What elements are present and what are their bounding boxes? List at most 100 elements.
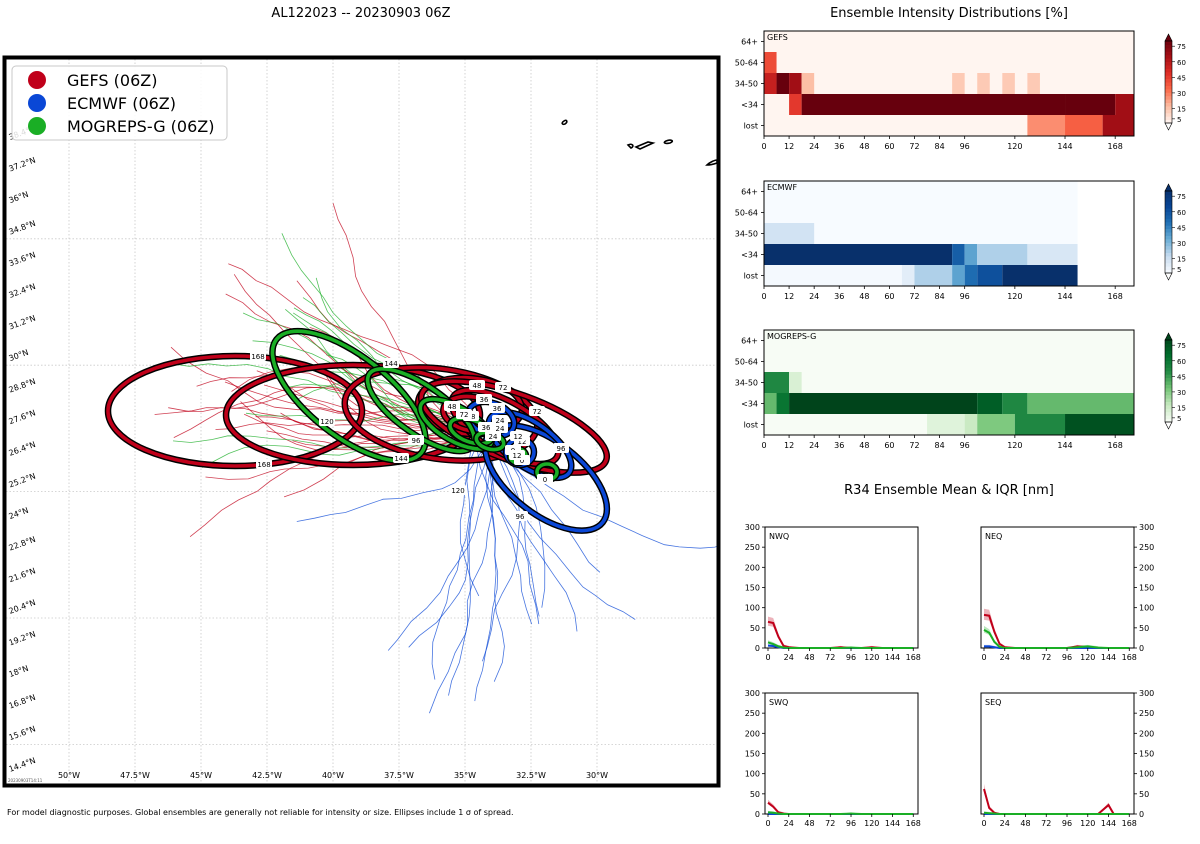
r34-ytick-label: 200: [1139, 563, 1154, 572]
ensemble-track: [429, 423, 481, 714]
r34-ytick-label: 200: [745, 563, 760, 572]
lon-tick-label: 32.5°W: [516, 771, 546, 780]
colorbar-tick-label: 60: [1177, 59, 1186, 67]
island-outline: [561, 119, 568, 126]
r34-xtick-label: 120: [1080, 819, 1095, 828]
r34-panel-swq: SWQ 0 50 100 150 200 250 300 0 24 48 72 96 120 144 168: [745, 689, 921, 828]
colorbar-segment: [1165, 218, 1172, 223]
heatmap-xtick-label: 84: [934, 292, 944, 301]
colorbar-segment: [1165, 262, 1172, 267]
ellipse-label-bg: [529, 406, 545, 416]
heatmap-xtick-label: 120: [1007, 441, 1022, 450]
colorbar-segment: [1165, 82, 1172, 86]
longitude-labels: 50°W 47.5°W 45°W 42.5°W 40°W 37.5°W 35°W 32.5°W…: [58, 771, 608, 780]
ellipse-label: 0: [543, 476, 547, 484]
r34-xtick-label: 168: [906, 653, 921, 662]
lon-tick-label: 35°W: [454, 771, 476, 780]
heatmap-cell: [1115, 94, 1134, 115]
colorbar-segment: [1165, 391, 1172, 396]
colorbar-extend-bottom: [1164, 421, 1173, 430]
r34-panel-label: SWQ: [769, 698, 788, 707]
lat-tick-label: 16.8°N: [8, 693, 37, 711]
r34-xtick-label: 96: [1062, 653, 1072, 662]
lat-tick-label: 30°N: [8, 348, 30, 363]
colorbar-tick-label: 60: [1177, 358, 1186, 366]
colorbar-segment: [1165, 204, 1172, 209]
ellipse-label-bg: [319, 416, 335, 426]
heatmap-cell: [952, 265, 965, 286]
r34-ytick-label: 200: [1139, 729, 1154, 738]
heatmap-cell: [789, 393, 978, 414]
heatmap-xtick-label: 60: [884, 441, 894, 450]
colorbar-segment: [1165, 51, 1172, 56]
r34-xtick-label: 144: [1101, 653, 1116, 662]
timestamp-stamp: 20230903T14:11: [8, 778, 43, 783]
r34-xtick-label: 24: [1000, 653, 1010, 662]
colorbar-frame: [1164, 40, 1173, 124]
heatmap-ytick-label: <34: [741, 101, 758, 110]
colorbar-extend-top: [1164, 33, 1173, 42]
heatmap-xtick-label: 36: [834, 142, 844, 151]
r34-ytick-label: 100: [745, 604, 760, 613]
r34-xtick-label: 168: [1122, 819, 1137, 828]
colorbar-segment: [1165, 194, 1172, 199]
heatmap-ytick-label: <34: [741, 400, 758, 409]
heatmap-xtick-label: 72: [909, 292, 919, 301]
heatmap-xtick-label: 24: [809, 441, 819, 450]
r34-xtick-label: 0: [765, 653, 770, 662]
heatmap-xtick-label: 84: [934, 441, 944, 450]
heatmap-xtick-label: 0: [761, 142, 766, 151]
colorbar-tick-label: 75: [1177, 43, 1186, 51]
ellipse-label-bg: [509, 450, 525, 460]
r34-xtick-label: 120: [1080, 653, 1095, 662]
legend-box: [11, 65, 228, 141]
colorbar-tick-label: 60: [1177, 209, 1186, 217]
lat-tick-label: 14.4°N: [8, 756, 37, 774]
ellipse-label: 24: [496, 425, 505, 433]
colorbar-tick-label: 30: [1177, 389, 1186, 397]
heatmap-ytick-label: 64+: [741, 188, 758, 197]
ellipse-label-bg: [456, 409, 472, 419]
colorbar-frame: [1164, 339, 1173, 423]
colorbar-segment: [1165, 370, 1172, 375]
ensemble-track: [484, 430, 636, 620]
heatmap-cell: [952, 244, 965, 265]
ellipse-label: 36: [493, 405, 502, 413]
heatmap-cell: [977, 244, 1028, 265]
r34-ytick-label: 150: [1139, 584, 1154, 593]
r34-panel-neq: NEQ 0 50 100 150 200 250 300 0 24 48 72 96 120 144 168: [980, 523, 1154, 662]
colorbar-segment: [1165, 225, 1172, 230]
colorbar-segment: [1165, 191, 1172, 195]
lat-tick-label: 20.4°N: [8, 598, 37, 616]
heatmap-xtick-label: 96: [960, 142, 970, 151]
colorbar-segment: [1165, 411, 1172, 416]
map-frame: [2, 55, 721, 788]
ellipse-label: 24: [489, 433, 498, 441]
r34-panel-seq: SEQ 0 50 100 150 200 250 300 0 24 48 72 96 120 144 168: [980, 689, 1154, 828]
colorbar-segment: [1165, 340, 1172, 344]
r34-xtick-label: 0: [981, 819, 986, 828]
lat-tick-label: 19.2°N: [8, 630, 37, 648]
r34-xtick-label: 72: [825, 819, 835, 828]
ensemble-track: [408, 432, 492, 648]
colorbar-tick-label: 45: [1177, 373, 1186, 381]
ensemble-track: [228, 263, 491, 428]
r34-xtick-label: 72: [825, 653, 835, 662]
ellipse-label-bg: [537, 474, 553, 484]
r34-ytick-label: 0: [1139, 810, 1144, 819]
colorbar-segment: [1165, 245, 1172, 250]
ellipse-hour-labels: 1681681441441207248362412096967248362412…: [250, 351, 569, 521]
colorbar-tick-label: 5: [1177, 266, 1181, 274]
r34-xtick-label: 96: [846, 653, 856, 662]
r34-xtick-label: 144: [1101, 819, 1116, 828]
colorbar-segment: [1165, 235, 1172, 240]
ensemble-track: [172, 435, 494, 449]
r34-ytick-label: 250: [745, 543, 760, 552]
heatmap-cell: [1065, 94, 1116, 115]
lat-tick-label: 25.2°N: [8, 472, 37, 490]
ellipse-label: 72: [460, 411, 469, 419]
colorbar-segment: [1165, 71, 1172, 76]
ellipse-label: 48: [473, 382, 482, 390]
map-legend: GEFS (06Z) ECMWF (06Z) MOGREPS-G (06Z): [11, 65, 228, 141]
ellipse-label: 144: [394, 455, 408, 463]
